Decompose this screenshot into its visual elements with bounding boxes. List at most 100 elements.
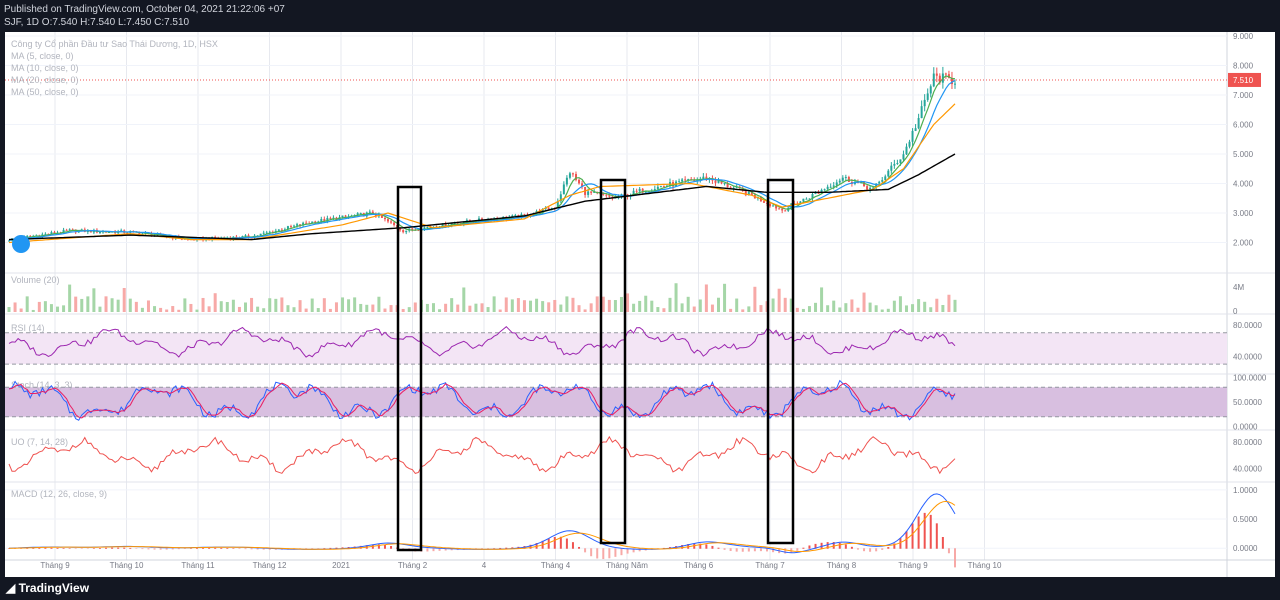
volume-bar <box>650 300 654 312</box>
x-tick-label: Tháng Năm <box>606 561 648 570</box>
x-tick-label: Tháng 12 <box>253 561 287 570</box>
volume-bar <box>892 300 896 312</box>
candle-body <box>914 128 917 131</box>
candle-body <box>311 221 314 224</box>
volume-bar <box>529 300 533 312</box>
macd-histogram-bar <box>383 544 386 549</box>
volume-bar <box>662 308 666 312</box>
macd-histogram-bar <box>390 546 393 549</box>
volume-bar <box>710 304 714 312</box>
volume-bar <box>25 296 29 312</box>
candle-body <box>53 232 56 234</box>
stoch-label: Stoch (14, 3, 3) <box>11 380 73 390</box>
macd-histogram-bar <box>189 548 192 549</box>
volume-bar <box>801 308 805 312</box>
candle-body <box>744 190 747 196</box>
chart-svg[interactable]: Tháng 9 Tháng 10 Tháng 11 Tháng 12 2021 Tháng… <box>5 32 1275 577</box>
candle-body <box>359 212 362 214</box>
candle-body <box>917 118 920 129</box>
volume-bar <box>19 308 23 312</box>
candle-body <box>344 215 347 217</box>
macd-histogram-bar <box>766 548 769 552</box>
macd-histogram-bar <box>250 548 253 550</box>
volume-bar <box>898 296 902 312</box>
volume-bar <box>522 300 526 312</box>
macd-histogram-bar <box>98 547 101 549</box>
candle-body <box>841 177 844 181</box>
macd-histogram-bar <box>784 548 787 554</box>
candle-body <box>899 159 902 163</box>
volume-bar <box>334 302 338 312</box>
macd-histogram-bar <box>814 543 817 549</box>
macd-histogram-bar <box>747 548 750 552</box>
drawn-rectangle <box>766 178 795 545</box>
candle-body <box>926 93 929 100</box>
macd-histogram-bar <box>232 548 235 549</box>
volume-bar <box>735 298 739 312</box>
candle-body <box>402 230 405 233</box>
macd-histogram-bar <box>735 548 738 552</box>
macd-histogram-bar <box>893 543 896 549</box>
rsi-label: RSI (14) <box>11 323 45 333</box>
macd-histogram-bar <box>796 548 799 551</box>
tradingview-brand[interactable]: ◢ TradingView <box>6 581 89 595</box>
candle-body <box>635 190 638 192</box>
candle-body <box>772 205 775 207</box>
volume-bar <box>347 299 351 312</box>
volume-bar <box>953 299 957 312</box>
candle-body <box>644 191 647 193</box>
volume-bar <box>535 298 539 312</box>
volume-bar <box>935 298 939 312</box>
candle-body <box>302 222 305 226</box>
candle-body <box>514 215 517 217</box>
volume-bar <box>201 297 205 312</box>
candle-body <box>681 179 684 182</box>
candle-body <box>26 236 29 238</box>
candle-body <box>632 190 635 196</box>
chart-area[interactable]: Tháng 9 Tháng 10 Tháng 11 Tháng 12 2021 Tháng… <box>5 32 1275 577</box>
volume-bar <box>371 304 375 312</box>
volume-bar <box>92 288 96 312</box>
macd-histogram-bar <box>559 536 562 549</box>
candle-body <box>823 189 826 191</box>
candle-body <box>323 218 326 222</box>
macd-histogram-bar <box>171 548 174 550</box>
candle-body <box>547 207 550 210</box>
candle-body <box>405 230 408 233</box>
candle-body <box>863 181 866 187</box>
volume-bar <box>547 302 551 312</box>
price-tick-label: 4.000 <box>1233 180 1254 189</box>
candle-body <box>620 194 623 198</box>
candle-body <box>283 229 286 231</box>
candle-body <box>732 187 735 189</box>
macd-histogram-bar <box>917 516 920 549</box>
candle-body <box>929 86 932 94</box>
candle-body <box>590 191 593 193</box>
brand-text: TradingView <box>18 581 90 595</box>
candle-body <box>262 232 265 234</box>
legend-entry: MA (5, close, 0) <box>11 51 74 61</box>
macd-histogram-bar <box>86 548 89 549</box>
x-tick-label: Tháng 9 <box>898 561 928 570</box>
macd-histogram-bar <box>578 546 581 549</box>
candle-body <box>947 74 950 78</box>
last-price-label: 7.510 <box>1233 76 1254 85</box>
volume-bar <box>856 307 860 312</box>
macd-histogram-bar <box>905 531 908 549</box>
volume-bar <box>613 300 617 312</box>
candle-body <box>444 223 447 227</box>
macd-histogram-bar <box>899 538 902 549</box>
macd-histogram-bar <box>553 536 556 549</box>
candle-body <box>950 77 953 85</box>
volume-bar <box>862 292 866 312</box>
candle-body <box>920 106 923 119</box>
macd-histogram-bar <box>493 548 496 549</box>
candle-body <box>762 201 765 203</box>
x-tick-label: Tháng 4 <box>541 561 571 570</box>
macd-histogram-bar <box>238 548 241 549</box>
macd-histogram-bar <box>226 548 229 549</box>
volume-bar <box>146 300 150 312</box>
macd-histogram-bar <box>487 548 490 549</box>
candle-body <box>259 233 262 236</box>
macd-histogram-bar <box>165 548 168 550</box>
